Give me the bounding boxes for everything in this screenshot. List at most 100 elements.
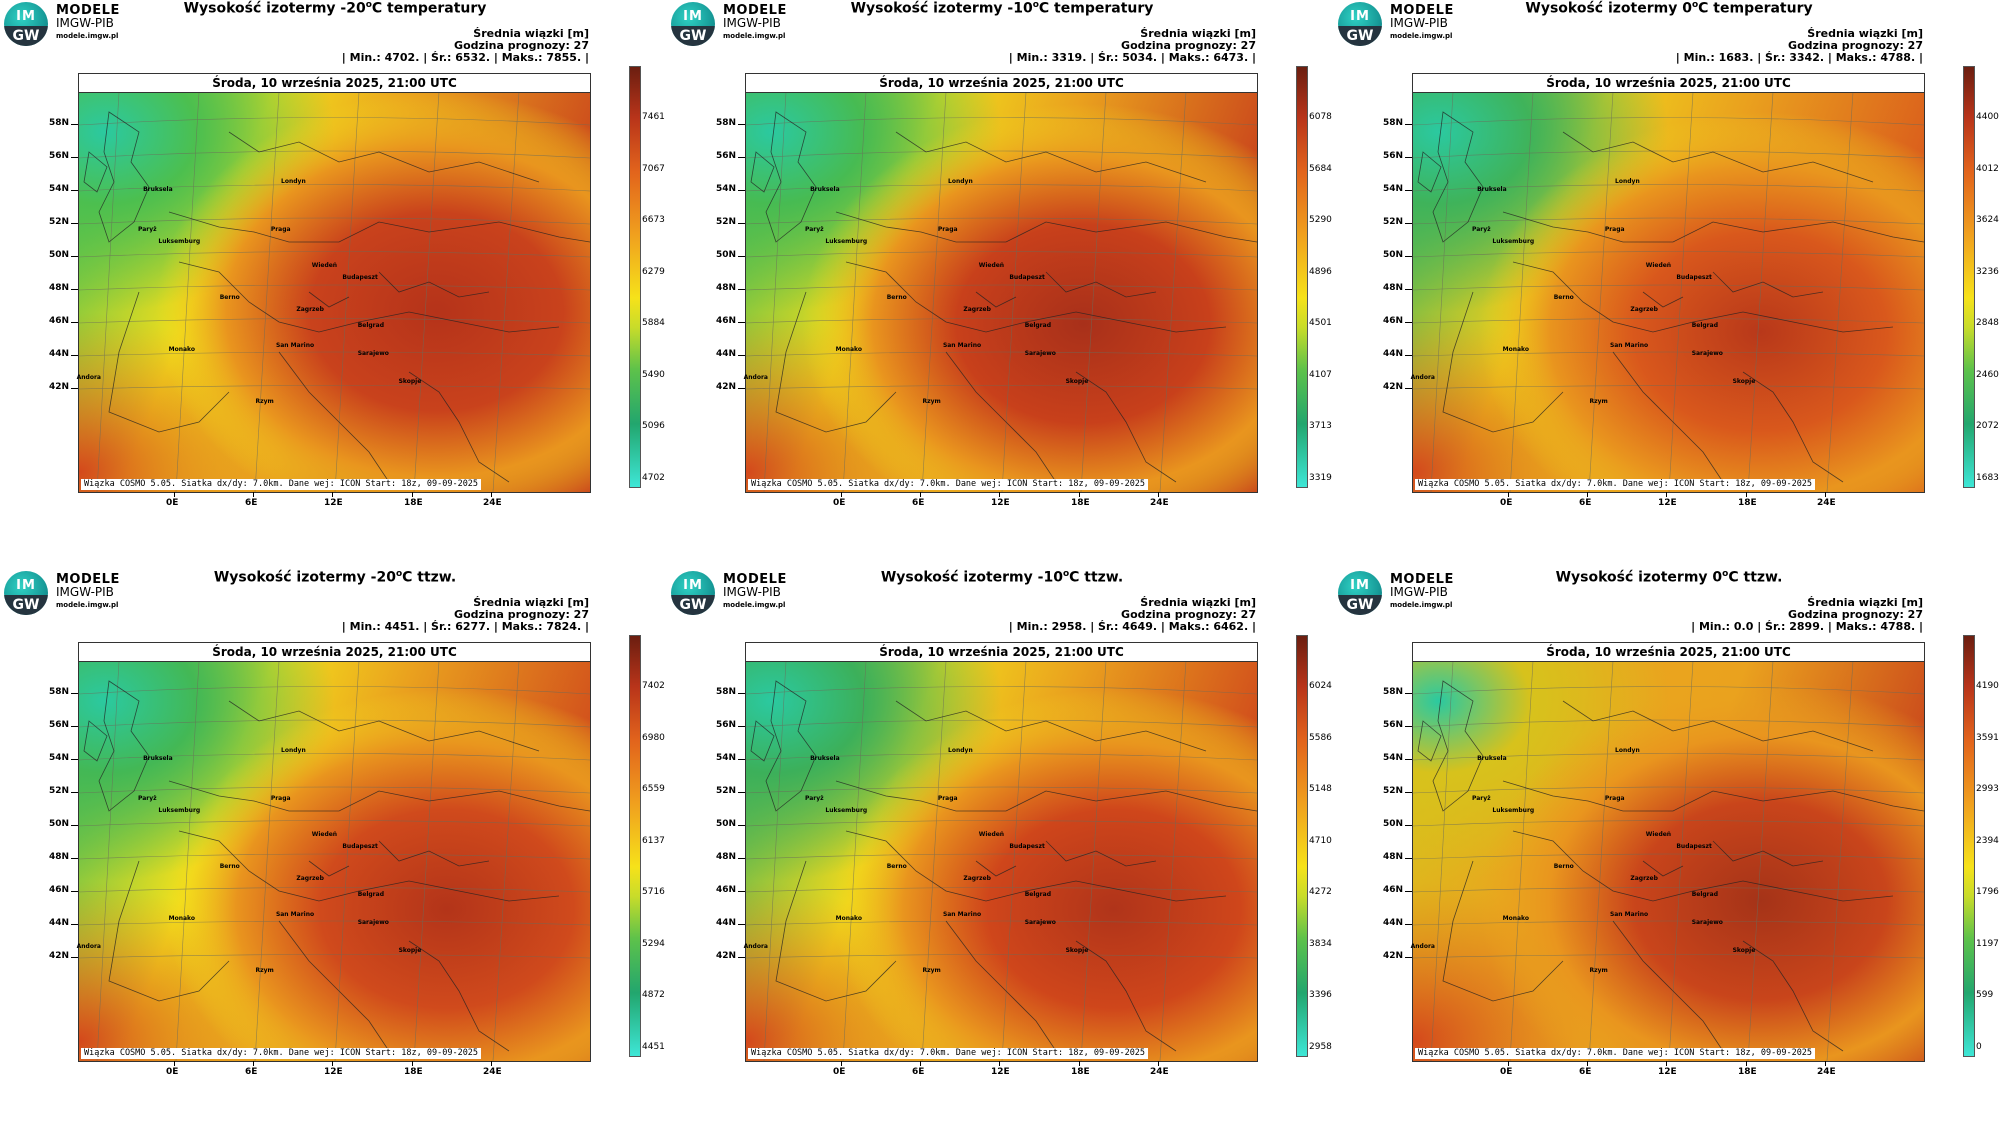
city-label: Wiedeń: [978, 262, 1005, 269]
city-label: Bruksela: [810, 186, 840, 193]
lat-tick: [1405, 256, 1412, 257]
colorbar: [629, 66, 641, 488]
lat-tick: [1405, 957, 1412, 958]
lon-label: 0E: [166, 498, 179, 508]
city-label: Praga: [1604, 226, 1625, 233]
city-label: Praga: [937, 226, 958, 233]
city-label: Budapeszt: [1009, 274, 1045, 281]
lat-tick: [738, 891, 745, 892]
lat-label: 54N: [715, 184, 736, 194]
city-label: Budapeszt: [1676, 843, 1712, 850]
map-date: Środa, 10 września 2025, 21:00 UTC: [1413, 643, 1924, 662]
lat-label: 48N: [1382, 283, 1403, 293]
panel-title: Wysokość izotermy -10oC ttzw.: [880, 569, 1124, 586]
lat-label: 44N: [715, 349, 736, 359]
city-label: Berno: [886, 294, 907, 301]
lat-label: 56N: [48, 151, 69, 161]
colorbar-label: 1683: [1976, 472, 1999, 483]
city-label: Skopje: [1065, 378, 1089, 385]
stats-block: Średnia wiązki [m] Godzina prognozy: 27 …: [1691, 596, 1923, 633]
lat-label: 58N: [715, 118, 736, 128]
lat-label: 56N: [715, 151, 736, 161]
lat-label: 46N: [1382, 885, 1403, 895]
lat-tick: [71, 693, 78, 694]
stats-block: Średnia wiązki [m] Godzina prognozy: 27 …: [341, 596, 589, 633]
lat-label: 50N: [715, 819, 736, 829]
height-field: [79, 661, 590, 1061]
lon-label: 18E: [404, 498, 423, 508]
colorbar-label: 6559: [642, 784, 665, 794]
city-label: San Marino: [275, 911, 315, 918]
lon-tick: [1825, 491, 1826, 497]
city-label: Londyn: [1615, 178, 1640, 185]
colorbar: [629, 635, 641, 1057]
lon-tick: [332, 491, 333, 497]
lat-tick: [71, 759, 78, 760]
city-label: Skopje: [398, 947, 422, 954]
city-label: Wiedeń: [311, 262, 338, 269]
lon-tick: [920, 1060, 921, 1066]
lat-tick: [1405, 157, 1412, 158]
lat-label: 56N: [715, 720, 736, 730]
lon-label: 0E: [833, 498, 846, 508]
city-label: Monako: [168, 915, 195, 922]
city-label: Sarajewo: [1691, 350, 1723, 357]
colorbar-label: 2072: [1976, 421, 1999, 431]
lon-label: 0E: [166, 1067, 179, 1077]
height-field: [746, 661, 1257, 1061]
lat-tick: [738, 759, 745, 760]
colorbar: [1963, 635, 1975, 1057]
lat-tick: [738, 157, 745, 158]
lat-tick: [1405, 223, 1412, 224]
colorbar-label: 4451: [642, 1041, 665, 1052]
city-label: Bruksela: [143, 755, 173, 762]
lon-label: 24E: [1150, 498, 1169, 508]
lon-tick: [253, 491, 254, 497]
colorbar-label: 4710: [1309, 835, 1332, 846]
lon-label: 6E: [912, 498, 925, 508]
city-label: Berno: [219, 294, 240, 301]
city-label: Andora: [76, 943, 101, 950]
brand-text: MODELE IMGW-PIB modele.imgw.pl: [1390, 572, 1454, 609]
colorbar-label: 4272: [1309, 887, 1332, 897]
colorbar-label: 3236: [1976, 266, 1999, 277]
lon-label: 12E: [1658, 498, 1677, 508]
city-label: Luksemburg: [1492, 238, 1535, 245]
lat-tick: [71, 223, 78, 224]
lat-label: 42N: [48, 382, 69, 392]
lon-tick: [1508, 1060, 1509, 1066]
colorbar-label: 4012: [1976, 163, 1999, 174]
city-label: Bruksela: [1477, 755, 1507, 762]
city-label: Skopje: [1732, 947, 1756, 954]
city-label: Zagrzeb: [296, 875, 324, 882]
lon-label: 0E: [833, 1067, 846, 1077]
colorbar-label: 6137: [642, 835, 665, 846]
lat-tick: [71, 256, 78, 257]
city-label: Rzym: [255, 967, 274, 974]
lon-tick: [999, 491, 1000, 497]
map-panel: IM GW MODELE IMGW-PIB modele.imgw.pl Wys…: [667, 569, 1334, 1137]
city-label: Monako: [1502, 346, 1529, 353]
colorbar-label: 5684: [1309, 163, 1332, 174]
city-label: Zagrzeb: [1630, 875, 1658, 882]
colorbar-label: 2958: [1309, 1041, 1332, 1052]
colorbar-label: 0: [1976, 1041, 1982, 1052]
city-label: Wiedeń: [1645, 831, 1672, 838]
lat-tick: [738, 825, 745, 826]
city-label: San Marino: [1609, 342, 1649, 349]
imgw-logo: IM GW: [671, 571, 715, 615]
stats-block: Średnia wiązki [m] Godzina prognozy: 27 …: [1008, 596, 1256, 633]
lat-label: 54N: [48, 753, 69, 763]
lat-label: 50N: [1382, 250, 1403, 260]
colorbar: [1296, 66, 1308, 488]
lon-label: 24E: [1150, 1067, 1169, 1077]
city-label: Londyn: [948, 178, 973, 185]
colorbar: [1963, 66, 1975, 488]
lat-label: 56N: [48, 720, 69, 730]
lon-label: 6E: [245, 1067, 258, 1077]
lon-label: 18E: [1738, 1067, 1757, 1077]
colorbar-label: 6279: [642, 266, 665, 277]
lon-label: 18E: [1071, 1067, 1090, 1077]
lat-tick: [1405, 825, 1412, 826]
city-label: Paryż: [137, 795, 157, 802]
